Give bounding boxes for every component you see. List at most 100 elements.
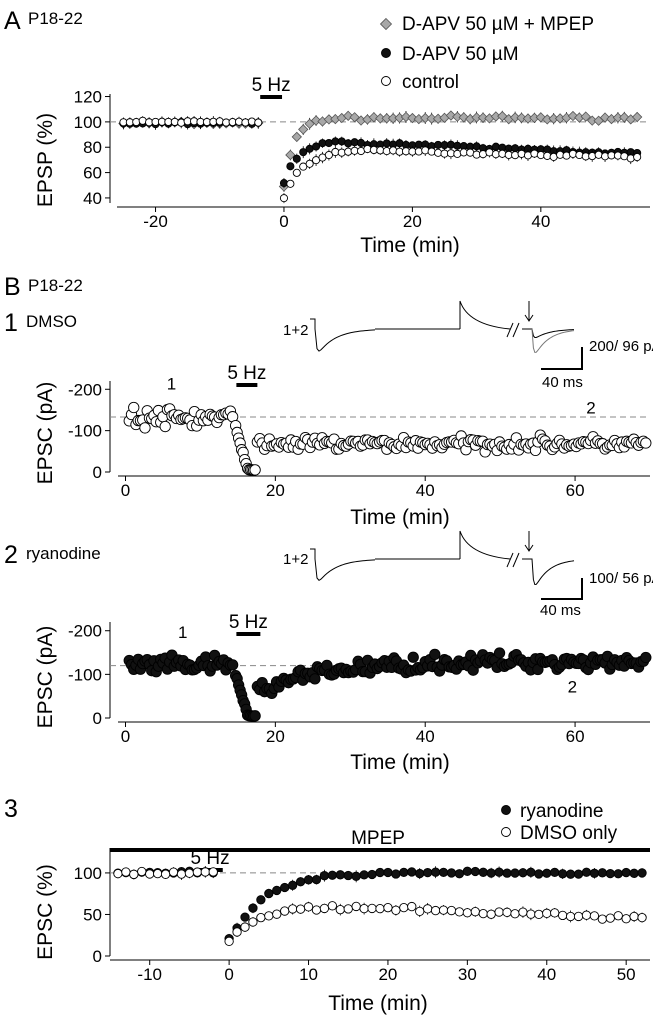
data-point: [359, 903, 369, 914]
data-point: [640, 651, 652, 664]
stimulation-bar-label: 5 Hz: [252, 75, 291, 96]
data-point: [502, 907, 512, 917]
data-point: [292, 154, 301, 163]
data-point: [478, 867, 488, 877]
data-point: [264, 911, 274, 921]
data-point: [640, 437, 652, 449]
data-point: [291, 131, 302, 143]
data-point: [375, 867, 385, 878]
data-point: [430, 905, 441, 916]
trace-B2-scale-x: 40 ms: [540, 602, 581, 619]
data-point: [470, 866, 480, 877]
data-point: [637, 868, 647, 878]
scale-bar-b2: [541, 578, 583, 600]
y-tick-label: 0: [93, 709, 102, 728]
data-point: [511, 144, 520, 153]
data-point: [335, 870, 345, 880]
data-point: [430, 867, 441, 877]
y-tick-label: 0: [93, 463, 102, 482]
data-point: [407, 901, 417, 912]
data-point: [168, 867, 179, 877]
data-point: [621, 867, 631, 878]
data-point: [327, 870, 338, 880]
panel-3-number: 3: [4, 795, 18, 823]
data-point: [226, 659, 239, 671]
y-tick-label: 0: [93, 947, 102, 966]
data-point: [286, 179, 295, 188]
data-point: [526, 867, 536, 877]
condition-marker-label: 1: [167, 374, 176, 393]
data-point: [494, 907, 504, 917]
data-point: [137, 866, 147, 877]
data-point: [542, 868, 552, 878]
x-tick-label: 40: [416, 481, 435, 500]
panel-B-subtitle: P18-22: [28, 276, 83, 295]
data-point: [445, 110, 457, 121]
legend-label-apv-mpep: D-APV 50 µM + MPEP: [402, 14, 594, 35]
data-point: [494, 867, 504, 877]
x-tick-label: 0: [224, 965, 233, 984]
data-point: [367, 903, 377, 914]
data-point: [534, 909, 544, 919]
data-point: [192, 867, 203, 877]
y-tick-label: 120: [74, 88, 102, 107]
legend-label-control: control: [402, 72, 459, 93]
data-point: [344, 139, 353, 148]
x-tick-label: -20: [143, 212, 168, 231]
drug-bar-label: MPEP: [351, 828, 405, 849]
x-tick-label: 0: [121, 481, 130, 500]
data-point: [367, 869, 377, 880]
data-point: [232, 927, 242, 937]
data-point: [128, 401, 140, 414]
data-point: [581, 867, 592, 877]
data-point: [518, 868, 528, 878]
y-tick-label: 100: [74, 113, 102, 132]
trace-B1-scale-x: 40 ms: [542, 374, 583, 391]
data-point: [295, 904, 306, 914]
condition-marker-label: 2: [586, 398, 595, 417]
data-point: [299, 148, 308, 157]
data-point: [407, 651, 419, 663]
trace-B1-scale-y: 200/ 96 pA: [589, 338, 653, 355]
data-point: [510, 909, 520, 919]
data-point: [285, 149, 296, 161]
data-point: [526, 909, 536, 919]
data-point: [254, 118, 263, 127]
data-point: [383, 903, 393, 913]
data-point: [530, 149, 539, 158]
data-point: [557, 910, 568, 921]
y-tick-label: 40: [83, 189, 102, 208]
data-point: [429, 648, 441, 661]
data-point: [407, 867, 417, 877]
x-tick-label: 20: [266, 727, 285, 746]
data-point: [292, 168, 301, 177]
data-point: [343, 870, 353, 881]
data-point: [383, 867, 393, 878]
data-point: [581, 910, 592, 920]
data-point: [359, 870, 369, 880]
data-point: [132, 117, 141, 127]
data-point: [502, 868, 512, 878]
data-point: [573, 911, 584, 922]
data-point: [145, 869, 155, 879]
trace-B2-scale-y: 100/ 56 pA: [589, 570, 653, 587]
data-point: [626, 154, 635, 163]
trace-break: [512, 322, 520, 338]
legend-marker: [501, 827, 511, 837]
data-point: [319, 871, 330, 881]
data-point: [438, 867, 449, 878]
data-point: [139, 422, 151, 434]
data-point: [287, 904, 298, 914]
data-point: [567, 110, 579, 122]
trace-second-response-2: [531, 328, 575, 353]
data-point: [510, 868, 520, 878]
data-point: [368, 112, 380, 123]
data-point: [565, 911, 576, 922]
data-point: [280, 906, 290, 916]
data-point: [516, 112, 527, 124]
legend-marker: [501, 805, 511, 815]
data-point: [446, 868, 457, 878]
data-point: [240, 912, 250, 922]
x-tick-label: 20: [403, 212, 422, 231]
